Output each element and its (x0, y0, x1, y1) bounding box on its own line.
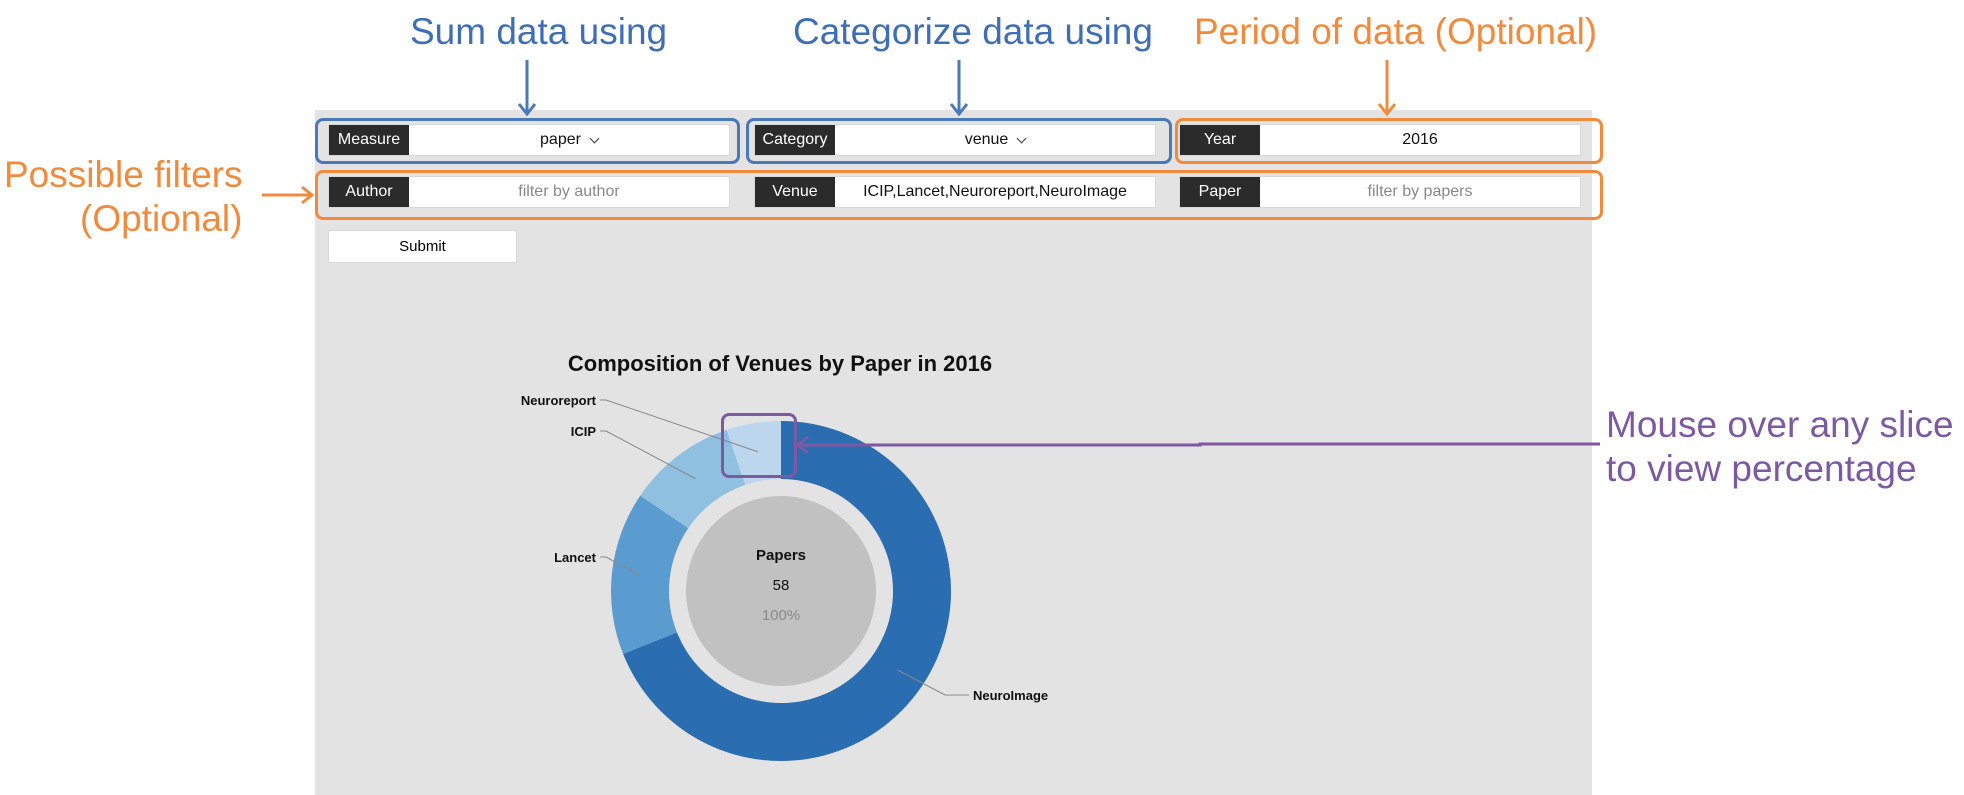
venue-filter-input[interactable]: Venue ICIP,Lancet,Neuroreport,NeuroImage (754, 176, 1156, 208)
mouse-over-annotation-line1: Mouse over any slice (1606, 404, 1954, 445)
paper-placeholder[interactable]: filter by papers (1367, 183, 1473, 200)
chart-title: Composition of Venues by Paper in 2016 (567, 351, 993, 376)
category-selected-value: venue (964, 131, 1009, 148)
paper-label: Paper (1180, 177, 1260, 207)
center-value: 58 (773, 577, 790, 594)
measure-value[interactable]: paper (409, 131, 729, 149)
slice-label-lancet: Lancet (554, 550, 597, 565)
measure-selected-value: paper (540, 131, 581, 148)
dashboard-panel (315, 110, 1592, 795)
year-input[interactable]: Year 2016 (1179, 124, 1581, 156)
author-label: Author (329, 177, 409, 207)
year-callout-box (1175, 118, 1603, 164)
measure-select[interactable]: Measure paper (328, 124, 730, 156)
leader-line-neuroreport (600, 399, 759, 453)
donut-slice-neuroreport[interactable] (726, 421, 781, 485)
slice-callout-box (721, 413, 797, 478)
slice-label-neuroimage: NeuroImage (973, 688, 1048, 703)
mouse-over-annotation-line2: to view percentage (1606, 448, 1917, 489)
leader-line-icip (600, 430, 696, 480)
center-label: Papers (756, 547, 806, 564)
center-percent: 100% (762, 607, 800, 624)
category-value[interactable]: venue (835, 131, 1155, 149)
possible-filters-annotation-line1: Possible filters (4, 154, 243, 195)
donut-slice-lancet[interactable] (611, 495, 689, 654)
paper-filter-input[interactable]: Paper filter by papers (1179, 176, 1581, 208)
donut-slice-icip[interactable] (640, 429, 746, 529)
slice-label-neuroreport: Neuroreport (521, 393, 597, 408)
year-value[interactable]: 2016 (1402, 131, 1438, 148)
category-select[interactable]: Category venue (754, 124, 1156, 156)
category-callout-box (746, 118, 1172, 164)
sum-data-annotation: Sum data using (410, 11, 668, 52)
year-label: Year (1180, 125, 1260, 155)
categorize-data-annotation: Categorize data using (793, 11, 1153, 52)
period-data-annotation: Period of data (Optional) (1194, 11, 1598, 52)
measure-callout-box (315, 118, 740, 164)
leader-line-neuroimage (897, 669, 969, 696)
slice-label-icip: ICIP (571, 424, 597, 439)
donut-slice-neuroimage[interactable] (623, 421, 951, 761)
donut-center-disc (686, 496, 876, 686)
submit-button[interactable]: Submit (328, 230, 517, 263)
measure-label: Measure (329, 125, 409, 155)
category-label: Category (755, 125, 835, 155)
filters-callout-box (315, 170, 1603, 220)
venue-value[interactable]: ICIP,Lancet,Neuroreport,NeuroImage (863, 183, 1127, 200)
leader-line-lancet (600, 556, 642, 577)
venue-label: Venue (755, 177, 835, 207)
author-filter-input[interactable]: Author filter by author (328, 176, 730, 208)
possible-filters-annotation-line2: (Optional) (80, 198, 243, 239)
author-placeholder[interactable]: filter by author (518, 183, 620, 200)
